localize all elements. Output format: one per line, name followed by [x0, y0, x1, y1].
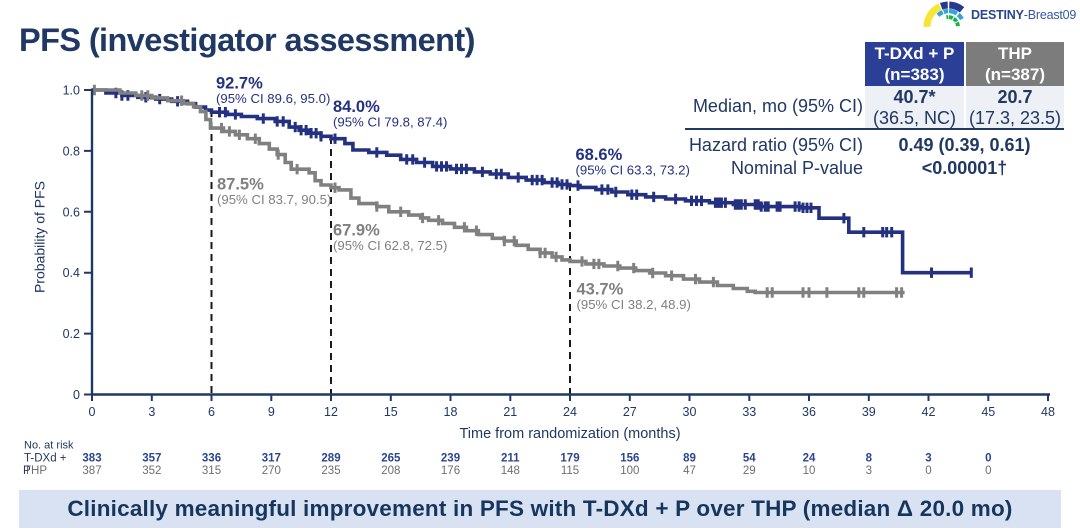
- svg-text:48: 48: [1041, 405, 1055, 419]
- svg-text:92.7%: 92.7%: [216, 75, 263, 93]
- svg-text:39: 39: [862, 405, 876, 419]
- svg-text:30: 30: [683, 405, 697, 419]
- svg-text:179: 179: [560, 453, 579, 465]
- svg-text:315: 315: [202, 465, 221, 477]
- svg-text:317: 317: [262, 453, 281, 465]
- svg-text:3: 3: [866, 465, 872, 477]
- svg-text:270: 270: [262, 465, 281, 477]
- svg-text:148: 148: [501, 465, 520, 477]
- svg-text:(95% CI 83.7, 90.5): (95% CI 83.7, 90.5): [217, 192, 331, 207]
- svg-text:0.2: 0.2: [63, 327, 80, 341]
- svg-text:(95% CI 38.2, 48.9): (95% CI 38.2, 48.9): [577, 297, 691, 312]
- svg-text:21: 21: [503, 405, 517, 419]
- svg-text:(95% CI 79.8, 87.4): (95% CI 79.8, 87.4): [333, 115, 447, 130]
- svg-text:0: 0: [925, 465, 931, 477]
- svg-text:Time from randomization (month: Time from randomization (months): [459, 426, 680, 442]
- svg-text:8: 8: [866, 453, 873, 465]
- svg-text:0.6: 0.6: [63, 205, 80, 219]
- svg-text:15: 15: [384, 405, 398, 419]
- svg-text:36: 36: [802, 405, 816, 419]
- svg-text:0: 0: [985, 453, 991, 465]
- svg-text:0: 0: [985, 465, 991, 477]
- svg-text:357: 357: [142, 453, 161, 465]
- svg-text:67.9%: 67.9%: [333, 222, 380, 240]
- svg-text:0: 0: [73, 388, 80, 402]
- svg-text:100: 100: [620, 465, 639, 477]
- svg-text:211: 211: [501, 453, 520, 465]
- svg-text:29: 29: [743, 465, 756, 477]
- svg-text:0: 0: [89, 405, 96, 419]
- svg-text:1.0: 1.0: [63, 84, 80, 98]
- svg-text:0.8: 0.8: [63, 144, 80, 158]
- svg-text:54: 54: [743, 453, 756, 465]
- svg-text:87.5%: 87.5%: [217, 176, 264, 194]
- svg-text:47: 47: [683, 465, 696, 477]
- svg-text:(95% CI 63.3, 73.2): (95% CI 63.3, 73.2): [576, 163, 690, 178]
- svg-text:33: 33: [742, 405, 756, 419]
- svg-text:10: 10: [803, 465, 816, 477]
- svg-text:THP: THP: [24, 465, 47, 477]
- svg-text:68.6%: 68.6%: [576, 146, 623, 164]
- svg-text:24: 24: [563, 405, 577, 419]
- svg-text:239: 239: [441, 453, 460, 465]
- svg-text:9: 9: [268, 405, 275, 419]
- svg-text:6: 6: [208, 405, 215, 419]
- svg-text:115: 115: [561, 465, 579, 477]
- svg-text:84.0%: 84.0%: [333, 98, 380, 116]
- svg-text:383: 383: [82, 453, 101, 465]
- svg-text:336: 336: [202, 453, 221, 465]
- svg-text:(95% CI 89.6, 95.0): (95% CI 89.6, 95.0): [216, 91, 330, 106]
- svg-text:(95% CI 62.8, 72.5): (95% CI 62.8, 72.5): [333, 238, 447, 253]
- svg-text:89: 89: [683, 453, 696, 465]
- svg-text:3: 3: [925, 453, 931, 465]
- svg-text:387: 387: [82, 465, 101, 477]
- svg-text:12: 12: [324, 405, 338, 419]
- svg-text:3: 3: [148, 405, 155, 419]
- svg-text:208: 208: [381, 465, 400, 477]
- svg-text:T-DXd +: T-DXd +: [24, 453, 67, 465]
- svg-text:352: 352: [142, 465, 161, 477]
- svg-text:Probability of PFS: Probability of PFS: [32, 181, 48, 293]
- svg-text:289: 289: [321, 453, 340, 465]
- svg-text:45: 45: [981, 405, 995, 419]
- svg-text:P: P: [23, 465, 31, 477]
- svg-text:43.7%: 43.7%: [577, 281, 624, 299]
- svg-text:176: 176: [441, 465, 460, 477]
- svg-text:235: 235: [321, 465, 340, 477]
- svg-text:156: 156: [620, 453, 639, 465]
- svg-text:18: 18: [444, 405, 458, 419]
- svg-text:24: 24: [803, 453, 816, 465]
- svg-text:42: 42: [922, 405, 936, 419]
- svg-text:265: 265: [381, 453, 401, 465]
- svg-text:0.4: 0.4: [63, 266, 80, 280]
- svg-text:27: 27: [623, 405, 637, 419]
- svg-text:No. at risk: No. at risk: [24, 440, 74, 452]
